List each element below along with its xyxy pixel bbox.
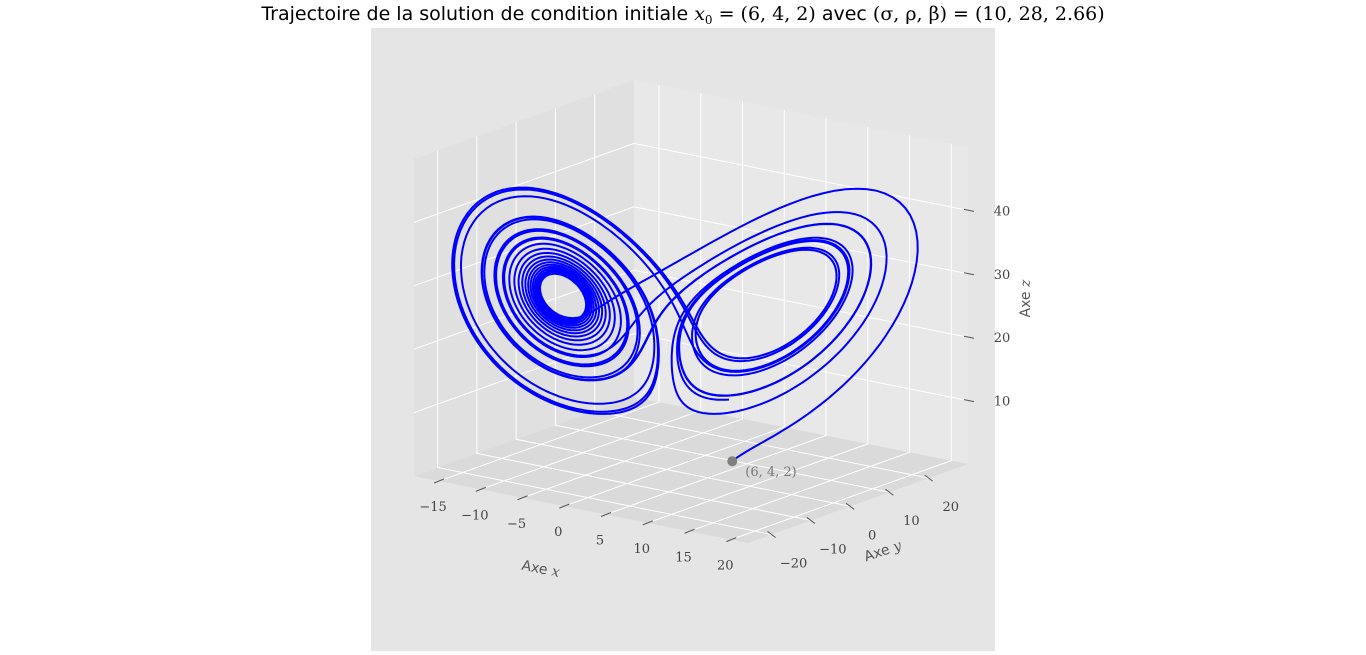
y-tick-label: 0 <box>868 528 876 543</box>
y-tick <box>767 531 776 538</box>
y-tick <box>924 474 934 482</box>
grid-line-x <box>731 143 952 541</box>
chart-title: Trajectoire de la solution de condition … <box>260 3 1104 27</box>
tick-marks <box>433 208 975 543</box>
x-tick <box>517 495 528 501</box>
y-tick-label: −10 <box>819 542 846 557</box>
y-tick-label: 10 <box>903 514 920 529</box>
trajectory-group <box>451 186 919 462</box>
z-axis-label-prefix: Axe <box>1018 287 1034 318</box>
x-tick <box>642 520 653 526</box>
x-tick <box>559 503 570 509</box>
grid-line-x <box>689 135 910 532</box>
z-tick-label: 30 <box>994 268 1011 283</box>
x-tick-label: −5 <box>507 517 526 532</box>
y-tick-label: 20 <box>942 500 959 515</box>
initial-point-label: (6, 4, 2) <box>745 465 797 480</box>
x-tick-label: 15 <box>675 550 692 565</box>
x-tick <box>684 528 695 534</box>
z-axis-label-var: z <box>1018 279 1034 288</box>
z-axis-label: Axe z <box>1018 279 1034 318</box>
initial-point-marker <box>727 456 738 467</box>
grid-line-z <box>413 269 969 350</box>
grid-line-y <box>515 122 851 507</box>
tick-labels: −15 −10 −5 0 5 10 15 20 −20 −10 0 10 20 10 20 30 40 <box>419 204 1010 573</box>
y-tick <box>845 502 855 510</box>
x-tick-label: 5 <box>596 534 604 549</box>
x-tick-label: −15 <box>419 500 446 515</box>
z-tick-label: 20 <box>994 331 1011 346</box>
title-x0-symbol: x <box>694 3 705 25</box>
grid-line-x <box>438 85 660 482</box>
x-axis-label-prefix: Axe <box>520 558 553 580</box>
title-x0-value: = (6, 4, 2) <box>713 3 816 25</box>
x-axis-label-var: x <box>550 564 561 581</box>
title-params: (σ, ρ, β) = (10, 28, 2.66) <box>873 3 1105 25</box>
z-tick-label: 40 <box>994 204 1011 219</box>
z-tick <box>963 208 975 212</box>
y-tick <box>885 488 894 496</box>
floor-pane <box>414 397 968 543</box>
x-tick-label: 10 <box>634 542 651 557</box>
grid-line-x <box>647 126 869 524</box>
grid-line-z <box>413 206 969 287</box>
z-tick <box>963 335 975 339</box>
axis-panes <box>414 80 968 543</box>
x-tick-label: 0 <box>554 525 562 540</box>
grid-line-x <box>564 110 785 507</box>
title-middle: avec <box>816 3 873 25</box>
z-tick <box>963 272 975 276</box>
y-tick-label: −20 <box>780 557 807 572</box>
grid-line-y <box>554 108 890 493</box>
x-tick <box>726 537 737 543</box>
x-tick <box>475 486 486 492</box>
grid-line-y <box>476 136 811 521</box>
grid-line-x <box>480 93 702 490</box>
back-wall-pane <box>634 80 968 464</box>
title-prefix: Trajectoire de la solution de condition … <box>260 3 694 25</box>
x-tick <box>433 478 445 484</box>
z-tick <box>963 399 975 403</box>
x-tick-label: 20 <box>717 559 734 574</box>
x-tick <box>600 512 612 517</box>
y-tick <box>806 517 816 524</box>
title-x0-sub: 0 <box>705 13 713 27</box>
x-tick-label: −10 <box>461 508 488 523</box>
x-axis-label: Axe x <box>520 558 561 581</box>
z-tick-label: 10 <box>994 395 1011 410</box>
trajectory-line <box>451 186 919 462</box>
grid-line-x <box>522 101 743 499</box>
grid-line-z <box>413 333 969 414</box>
grid-line-y <box>437 150 772 535</box>
